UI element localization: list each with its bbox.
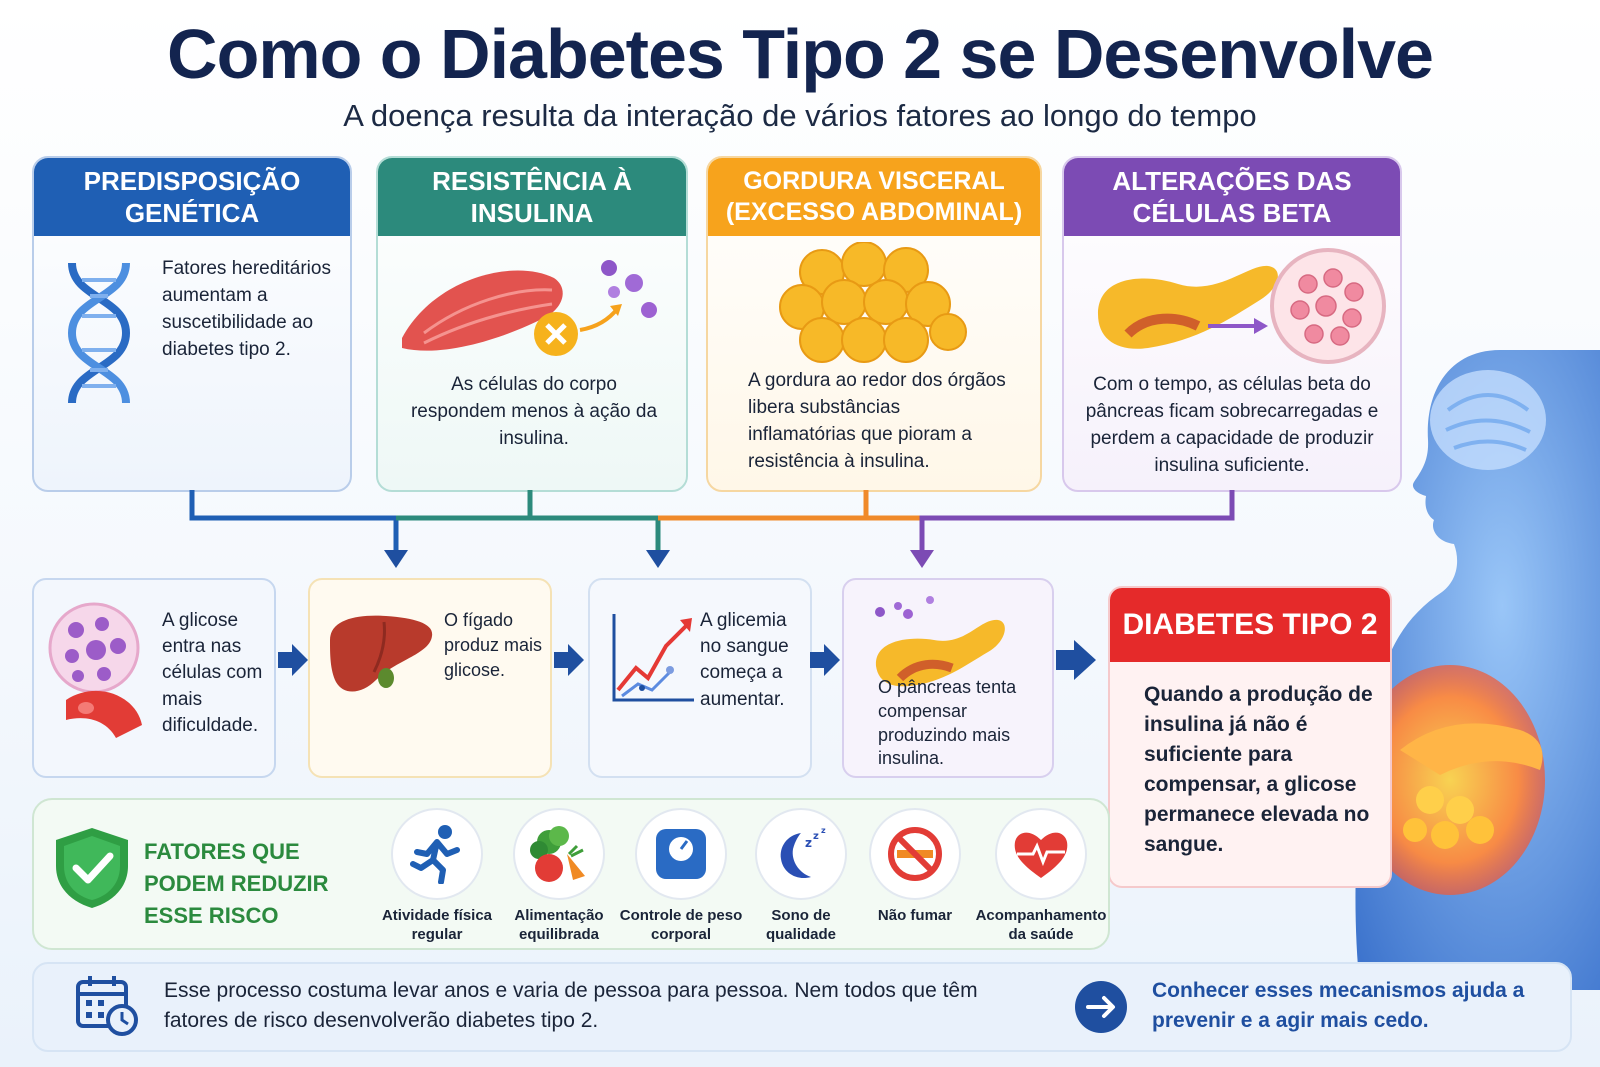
page-subtitle: A doença resulta da interação de vários … <box>343 98 1257 133</box>
factor-label: Atividade física regular <box>381 907 493 944</box>
factor-label: Controle de peso corporal <box>619 907 743 944</box>
vegetables-icon <box>530 826 585 882</box>
card-genetic-predisposition: PREDISPOSIÇÃO GENÉTICA Fatores hereditár… <box>32 156 352 492</box>
card-title: PREDISPOSIÇÃO GENÉTICA <box>34 158 350 236</box>
flow-text: O fígado produz mais glicose. <box>444 610 543 680</box>
card-insulin-resistance: RESISTÊNCIA À INSULINA As células do cor… <box>376 156 688 492</box>
factor-quality-sleep: z z z Sono de qualidade <box>736 808 866 944</box>
pancreas-icon <box>875 596 1005 687</box>
factor-physical-activity: Atividade física regular <box>372 808 502 944</box>
flow-step-glucose-entry: A glicose entra nas células com mais dif… <box>32 578 276 778</box>
shield-check-icon <box>56 828 128 908</box>
card-title: GORDURA VISCERAL (EXCESSO ABDOMINAL) <box>708 158 1040 236</box>
factor-label: Não fumar <box>877 907 953 924</box>
human-body-illustration <box>1355 350 1600 990</box>
prevention-cta: Conhecer esses mecanismos ajuda a preven… <box>1152 979 1525 1033</box>
moon-icon: z z z <box>780 826 826 879</box>
liver-icon <box>330 615 433 692</box>
svg-text:z: z <box>821 826 826 835</box>
flow-text: O pâncreas tenta compensar produzindo ma… <box>878 677 1017 769</box>
arrow-circle-icon <box>1075 981 1127 1033</box>
factor-label: Sono de qualidade <box>765 907 836 944</box>
calendar-clock-icon <box>76 976 138 1036</box>
diabetes-type-2-box: DIABETES TIPO 2 Quando a produção de ins… <box>1108 586 1392 888</box>
card-text: Fatores hereditários aumentam a suscetib… <box>162 258 331 360</box>
flow-text: A glicose entra nas células com mais dif… <box>162 610 263 736</box>
flow-arrows <box>278 640 1096 680</box>
svg-text:z: z <box>813 831 819 842</box>
card-text: Com o tempo, as células beta do pâncreas… <box>1085 374 1379 476</box>
factor-weight-control: Controle de peso corporal <box>616 808 746 944</box>
diabetes-text: Quando a produção de insulina já não é s… <box>1144 683 1373 857</box>
heart-icon <box>1014 832 1068 878</box>
card-beta-cells: ALTERAÇÕES DAS CÉLULAS BETA Com o tempo,… <box>1062 156 1402 492</box>
muscle-icon <box>402 260 657 356</box>
dna-icon <box>67 262 131 404</box>
fat-cells-icon <box>779 242 967 363</box>
card-title: RESISTÊNCIA À INSULINA <box>378 158 686 236</box>
page-title: Como o Diabetes Tipo 2 se Desenvolve <box>167 15 1434 93</box>
process-note: Esse processo costuma levar anos e varia… <box>164 979 978 1033</box>
card-visceral-fat: GORDURA VISCERAL (EXCESSO ABDOMINAL) A g… <box>706 156 1042 492</box>
connector-lines <box>189 490 1235 568</box>
flow-step-pancreas-compensation: O pâncreas tenta compensar produzindo ma… <box>842 578 1054 778</box>
svg-text:z: z <box>805 836 812 850</box>
pancreas-to-cells-icon <box>1098 248 1386 364</box>
cell-icon <box>48 602 142 738</box>
factor-balanced-diet: Alimentação equilibrada <box>494 808 624 944</box>
card-title: ALTERAÇÕES DAS CÉLULAS BETA <box>1064 158 1400 236</box>
factor-label: Acompanhamento da saúde <box>975 907 1107 944</box>
diabetes-title: DIABETES TIPO 2 <box>1110 588 1390 662</box>
risk-title: FATORES QUE PODEM REDUZIR ESSE RISCO <box>144 839 329 928</box>
flow-step-liver: O fígado produz mais glicose. <box>308 578 552 778</box>
flow-text: A glicemia no sangue começa a aumentar. <box>700 610 789 710</box>
factor-no-smoking: Não fumar <box>850 808 980 925</box>
card-text: A gordura ao redor dos órgãos libera sub… <box>748 370 1006 472</box>
flow-step-blood-glucose: A glicemia no sangue começa a aumentar. <box>588 578 812 778</box>
bottom-note-strip <box>32 962 1572 1052</box>
factor-health-monitoring: Acompanhamento da saúde <box>966 808 1116 944</box>
scale-icon <box>656 829 706 879</box>
factor-label: Alimentação equilibrada <box>514 907 604 944</box>
running-icon <box>410 825 460 884</box>
rising-chart-icon <box>612 614 694 702</box>
card-text: As células do corpo respondem menos à aç… <box>410 374 658 449</box>
no-smoking-icon <box>888 827 942 881</box>
